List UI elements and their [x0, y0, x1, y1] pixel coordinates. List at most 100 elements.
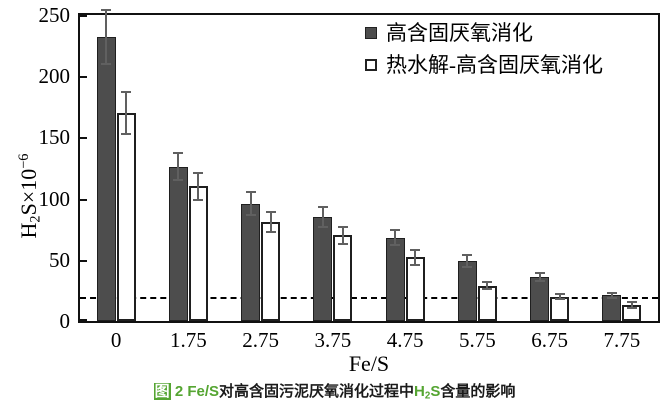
y-axis-tick-label: 50: [49, 247, 70, 272]
bar-dark-3.75: [313, 216, 333, 321]
error-bar-cap-bottom: [193, 199, 204, 202]
error-bar: [197, 171, 200, 202]
error-bar-cap-top: [482, 280, 493, 283]
y-axis-tick: [80, 319, 87, 321]
error-bar: [321, 205, 324, 228]
error-bar: [125, 90, 128, 135]
error-bar-cap-bottom: [626, 306, 637, 309]
error-bar-cap-bottom: [265, 230, 276, 233]
bar-dark-1.75: [168, 166, 188, 321]
error-bar: [630, 301, 633, 309]
error-bar: [341, 225, 344, 246]
y-axis-tick-label: 0: [59, 309, 71, 333]
caption-segment: Fe/S: [187, 383, 220, 400]
y-axis-tick: [80, 259, 87, 262]
y-axis-tick-label: 250: [38, 3, 71, 27]
error-bar: [610, 291, 613, 299]
error-bar: [486, 280, 489, 291]
error-bar-cap-bottom: [245, 213, 256, 216]
error-bar-cap-top: [462, 253, 473, 256]
error-bar-cap-top: [606, 291, 617, 294]
error-bar-cap-bottom: [410, 263, 421, 266]
legend-item-digestion: 高含固厌氧消化: [365, 17, 603, 49]
figure-caption: 图 2 Fe/S对高含固污泥厌氧消化过程中H2S含量的影响: [0, 382, 669, 405]
bar-light-3.75: [333, 235, 353, 321]
bar-dark-0: [96, 37, 116, 321]
error-bar-cap-bottom: [337, 243, 348, 246]
error-bar-cap-bottom: [121, 132, 132, 135]
error-bar: [249, 191, 252, 216]
error-bar-cap-top: [101, 8, 112, 11]
error-bar-cap-top: [173, 152, 184, 155]
error-bar-cap-top: [554, 292, 565, 295]
x-axis-tick-label: 6.75: [531, 328, 568, 352]
caption-segment: H: [414, 383, 425, 400]
x-axis-tick-label: 3.75: [314, 328, 352, 352]
y-axis-tick: [80, 137, 87, 140]
error-bar-cap-top: [390, 229, 401, 232]
bar-dark-4.75: [385, 237, 405, 321]
error-bar-cap-bottom: [554, 298, 565, 301]
y-axis-tick: [80, 76, 87, 79]
error-bar: [414, 248, 417, 266]
error-bar: [177, 152, 180, 182]
bar-light-2.75: [261, 221, 281, 321]
bar-dark-2.75: [241, 203, 261, 321]
bar-dark-6.75: [530, 276, 550, 321]
y-axis-tick: [80, 198, 87, 201]
error-bar-cap-bottom: [390, 244, 401, 247]
error-bar: [269, 210, 272, 233]
bar-light-4.75: [405, 257, 425, 321]
error-bar-cap-top: [410, 248, 421, 251]
x-axis-tick-label: 2.75: [242, 328, 279, 352]
legend-marker-hollow-square-icon: [365, 59, 377, 71]
error-bar-cap-top: [193, 171, 204, 174]
error-bar-cap-bottom: [317, 225, 328, 228]
caption-segment: 含量的影响: [440, 383, 516, 400]
error-bar-cap-top: [626, 301, 637, 304]
error-bar-cap-top: [534, 272, 545, 275]
y-axis-tick: [80, 15, 87, 17]
error-bar-cap-bottom: [101, 63, 112, 66]
x-axis-title: Fe/S: [348, 351, 390, 376]
x-axis-tick-label: 0: [110, 328, 122, 352]
caption-segment: 图: [153, 383, 171, 400]
reference-dashed-line: [80, 296, 658, 299]
legend-label: 热水解-高含固厌氧消化: [386, 53, 603, 77]
x-axis-tick-label: 1.75: [170, 328, 207, 352]
bar-dark-5.75: [457, 261, 477, 321]
bar-light-0: [116, 112, 136, 321]
error-bar-cap-top: [265, 210, 276, 213]
y-axis-tick-label: 100: [38, 186, 71, 211]
bar-dark-7.75: [602, 295, 622, 321]
error-bar: [558, 292, 561, 301]
error-bar-cap-bottom: [173, 179, 184, 182]
error-bar: [538, 272, 541, 282]
error-bar-cap-top: [245, 191, 256, 194]
error-bar-cap-bottom: [606, 296, 617, 299]
caption-segment: 2: [170, 383, 188, 400]
error-bar-cap-bottom: [534, 279, 545, 282]
error-bar-cap-bottom: [462, 266, 473, 269]
error-bar-cap-top: [337, 225, 348, 228]
legend-marker-filled-square-icon: [365, 27, 377, 39]
caption-segment: 2: [424, 390, 431, 402]
error-bar-cap-top: [121, 90, 132, 93]
legend-item-thermal-hydrolysis-digestion: 热水解-高含固厌氧消化: [365, 49, 603, 81]
caption-segment: S: [430, 383, 441, 400]
error-bar: [466, 253, 469, 269]
legend: 高含固厌氧消化 热水解-高含固厌氧消化: [365, 17, 603, 81]
y-axis-tick-label: 150: [38, 125, 71, 150]
bar-light-5.75: [477, 285, 497, 321]
error-bar: [394, 229, 397, 247]
x-axis-tick-label: 7.75: [603, 328, 641, 352]
bar-light-1.75: [188, 186, 208, 321]
error-bar-cap-top: [317, 205, 328, 208]
error-bar-cap-bottom: [482, 288, 493, 291]
x-axis-tick-label: 5.75: [459, 328, 496, 352]
y-axis-tick-label: 200: [38, 64, 71, 89]
caption-segment: 对高含固污泥厌氧消化过程中: [219, 383, 415, 400]
error-bar: [105, 8, 108, 66]
legend-label: 高含固厌氧消化: [386, 21, 533, 45]
